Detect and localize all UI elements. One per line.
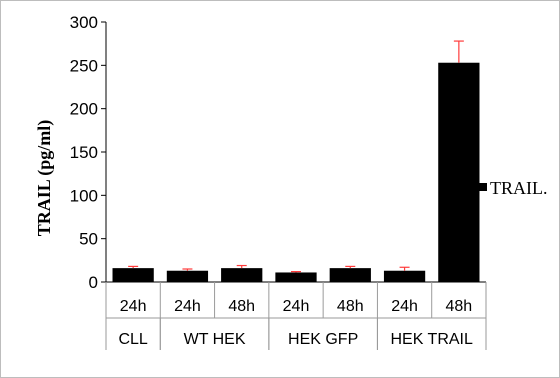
x-tick-label: 24h — [391, 298, 418, 315]
bar — [438, 62, 480, 282]
group-label: HEK GFP — [288, 331, 358, 348]
bar — [275, 272, 317, 282]
group-label: WT HEK — [184, 331, 246, 348]
y-tick-label: 100 — [70, 186, 98, 205]
bar — [112, 268, 154, 282]
y-tick-label: 250 — [70, 56, 98, 75]
x-tick-label: 48h — [337, 298, 364, 315]
x-tick-label: 48h — [446, 298, 473, 315]
y-tick-label: 0 — [89, 273, 98, 292]
bar — [221, 268, 263, 282]
bar — [329, 268, 371, 282]
x-tick-label: 24h — [283, 298, 310, 315]
y-axis-label: TRAIL (pg/ml) — [34, 120, 55, 237]
group-label: HEK TRAIL — [391, 331, 474, 348]
bar — [383, 270, 426, 282]
group-label: CLL — [118, 331, 147, 348]
y-tick-label: 50 — [79, 230, 98, 249]
legend-label: TRAIL. — [490, 178, 548, 198]
x-tick-label: 24h — [174, 298, 201, 315]
legend-swatch — [479, 183, 487, 191]
y-tick-label: 300 — [70, 13, 98, 32]
x-tick-label: 24h — [120, 298, 147, 315]
bar — [166, 270, 209, 282]
y-tick-label: 150 — [70, 143, 98, 162]
y-tick-label: 200 — [70, 100, 98, 119]
x-tick-label: 48h — [228, 298, 255, 315]
